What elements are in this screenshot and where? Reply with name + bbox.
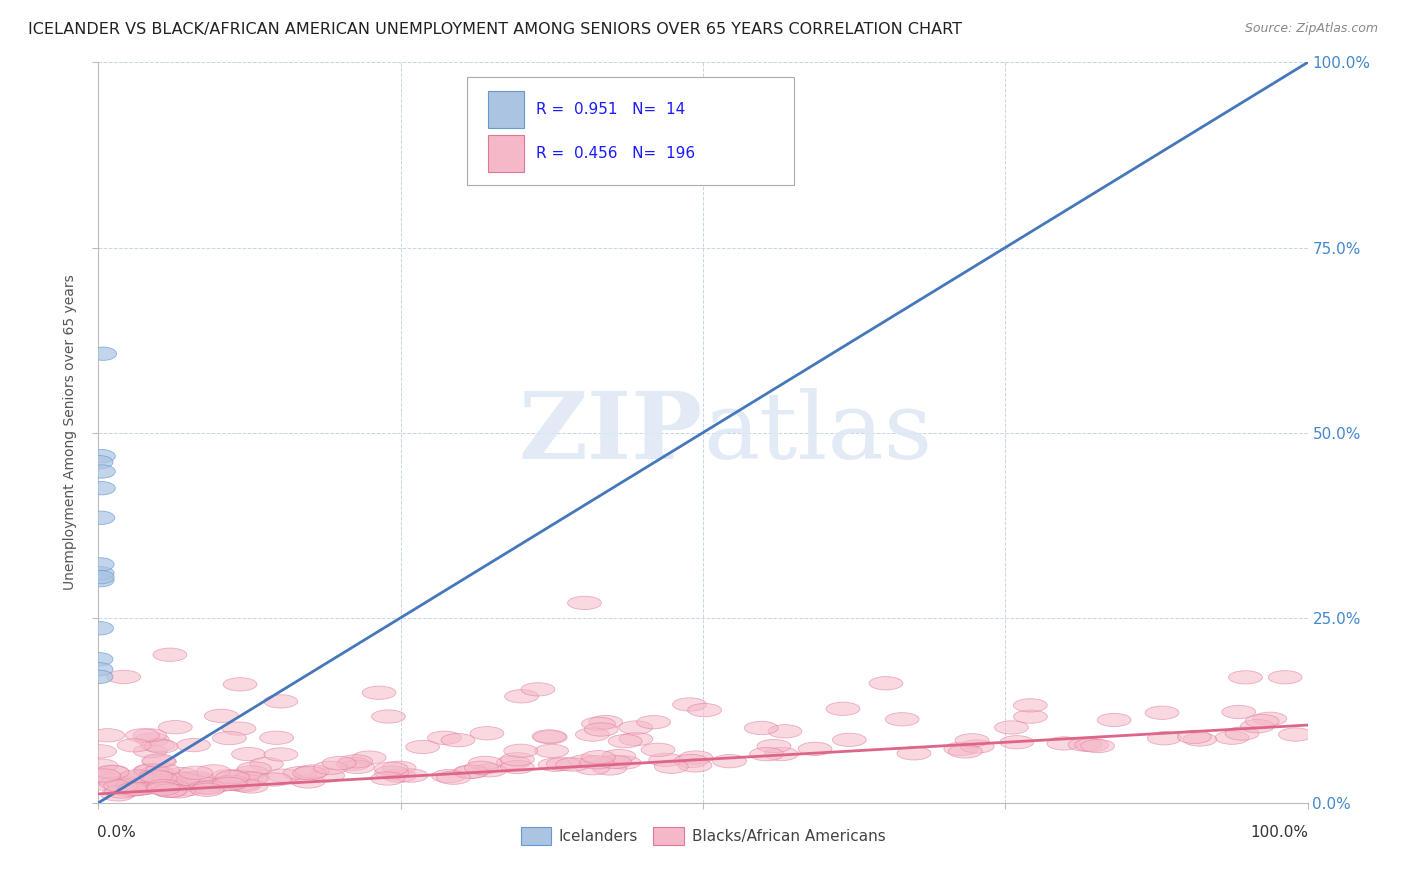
Text: R =  0.951   N=  14: R = 0.951 N= 14 [536, 102, 685, 117]
Text: ICELANDER VS BLACK/AFRICAN AMERICAN UNEMPLOYMENT AMONG SENIORS OVER 65 YEARS COR: ICELANDER VS BLACK/AFRICAN AMERICAN UNEM… [28, 22, 962, 37]
FancyBboxPatch shape [488, 91, 524, 128]
Y-axis label: Unemployment Among Seniors over 65 years: Unemployment Among Seniors over 65 years [63, 275, 77, 591]
Text: 0.0%: 0.0% [97, 825, 136, 840]
Text: atlas: atlas [703, 388, 932, 477]
Text: 100.0%: 100.0% [1251, 825, 1309, 840]
FancyBboxPatch shape [467, 78, 793, 185]
FancyBboxPatch shape [488, 135, 524, 172]
Text: Source: ZipAtlas.com: Source: ZipAtlas.com [1244, 22, 1378, 36]
Text: R =  0.456   N=  196: R = 0.456 N= 196 [536, 146, 695, 161]
Legend: Icelanders, Blacks/African Americans: Icelanders, Blacks/African Americans [515, 821, 891, 851]
Text: ZIP: ZIP [519, 388, 703, 477]
